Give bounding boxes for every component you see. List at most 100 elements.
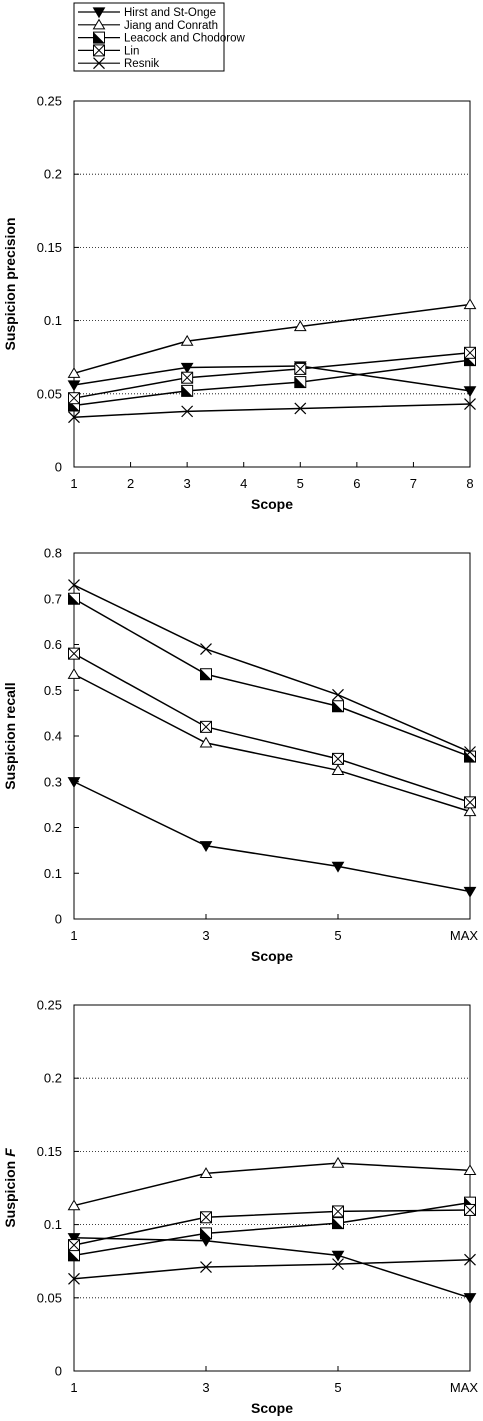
y-tick-label: 0.1 [44, 866, 62, 881]
data-point [294, 362, 307, 375]
plot-frame [73, 1004, 471, 1372]
y-tick-label: 0.15 [37, 1144, 62, 1159]
data-point [68, 1272, 80, 1285]
legend-marker [93, 44, 105, 57]
data-point [181, 371, 194, 384]
x-tick-label: 1 [70, 476, 77, 491]
data-point [180, 334, 194, 346]
legend-item-leacock-and-chodorow: Leacock and Chodorow [78, 31, 246, 45]
data-point [68, 411, 80, 424]
legend-marker [93, 31, 105, 44]
legend-marker [92, 7, 106, 19]
x-tick-label: 1 [70, 928, 77, 943]
data-point [332, 700, 344, 713]
data-point [331, 861, 345, 873]
y-axis-title: Suspicion F [2, 1148, 18, 1228]
legend-label: Leacock and Chodorow [124, 33, 246, 45]
series-line [73, 673, 471, 813]
y-tick-label: 0.8 [44, 546, 62, 561]
series-jiang-and-conrath [67, 1156, 477, 1211]
legend-item-hirst-and-st-onge: Hirst and St-Onge [78, 7, 216, 19]
y-tick-label: 0.2 [44, 1071, 62, 1086]
x-tick-label: 4 [240, 476, 247, 491]
data-point [200, 720, 212, 733]
data-point [67, 1233, 81, 1244]
data-point [331, 1156, 345, 1168]
series-line [73, 781, 471, 893]
x-tick-label: 5 [297, 476, 304, 491]
plot-frame [73, 552, 471, 920]
y-tick-label: 0.25 [37, 998, 62, 1013]
x-tick-label: 8 [466, 476, 473, 491]
data-point [200, 1227, 212, 1240]
data-point [294, 402, 307, 415]
x-tick-label: 7 [410, 476, 417, 491]
legend-item-jiang-and-conrath: Jiang and Conrath [78, 18, 218, 32]
series-line [73, 598, 471, 758]
series-line [73, 1209, 471, 1246]
x-tick-label: 3 [202, 1380, 209, 1395]
y-tick-label: 0 [55, 1364, 62, 1379]
y-tick-label: 0.2 [44, 167, 62, 182]
series-resnik [68, 1253, 476, 1285]
y-tick-label: 0.4 [44, 729, 62, 744]
data-point [463, 805, 477, 817]
y-tick-label: 0.7 [44, 591, 62, 606]
series-line [73, 1201, 471, 1257]
series-line [73, 1162, 471, 1207]
data-point [464, 750, 476, 763]
data-point [464, 346, 476, 359]
data-point [332, 752, 344, 765]
data-point [200, 1261, 212, 1273]
series-lin [68, 1203, 476, 1252]
data-point [464, 398, 476, 410]
y-axis-title: Suspicion recall [2, 682, 18, 789]
legend-item-resnik: Resnik [78, 57, 159, 70]
series-line [73, 352, 471, 399]
data-point [67, 668, 81, 679]
data-point [294, 376, 307, 389]
data-point [199, 736, 213, 748]
data-point [68, 592, 80, 605]
data-point [463, 1293, 477, 1305]
data-point [181, 384, 194, 397]
x-tick-label: 3 [184, 476, 191, 491]
data-point [68, 392, 80, 405]
series-leacock-and-chodorow [68, 1196, 476, 1262]
data-point [332, 688, 344, 701]
y-tick-label: 0.05 [37, 386, 62, 401]
series-line [73, 1258, 471, 1280]
legend-label: Jiang and Conrath [124, 20, 218, 32]
data-point [68, 579, 80, 591]
data-point [332, 1205, 344, 1218]
data-point [331, 764, 345, 775]
series-hirst-and-st-onge [67, 777, 477, 898]
data-point [463, 1164, 477, 1176]
data-point [464, 796, 476, 809]
y-tick-label: 0.3 [44, 774, 62, 789]
series-line [73, 303, 471, 375]
data-point [200, 668, 212, 681]
legend-item-lin: Lin [78, 44, 139, 57]
legend-marker [92, 18, 106, 30]
data-point [464, 1253, 476, 1266]
series-line [73, 365, 471, 392]
series-line [73, 584, 471, 753]
x-tick-label: 6 [353, 476, 360, 491]
legend-label: Hirst and St-Onge [124, 7, 216, 19]
data-point [332, 1217, 344, 1230]
x-axis-title: Scope [251, 496, 293, 512]
data-point [293, 320, 307, 332]
series-lin [68, 346, 476, 405]
data-point [181, 405, 194, 418]
data-point [67, 1199, 81, 1211]
y-tick-label: 0 [55, 912, 62, 927]
x-tick-label: MAX [450, 928, 479, 943]
series-line [73, 359, 471, 407]
series-hirst-and-st-onge [67, 1233, 477, 1305]
y-tick-label: 0.15 [37, 240, 62, 255]
data-point [200, 1211, 212, 1224]
